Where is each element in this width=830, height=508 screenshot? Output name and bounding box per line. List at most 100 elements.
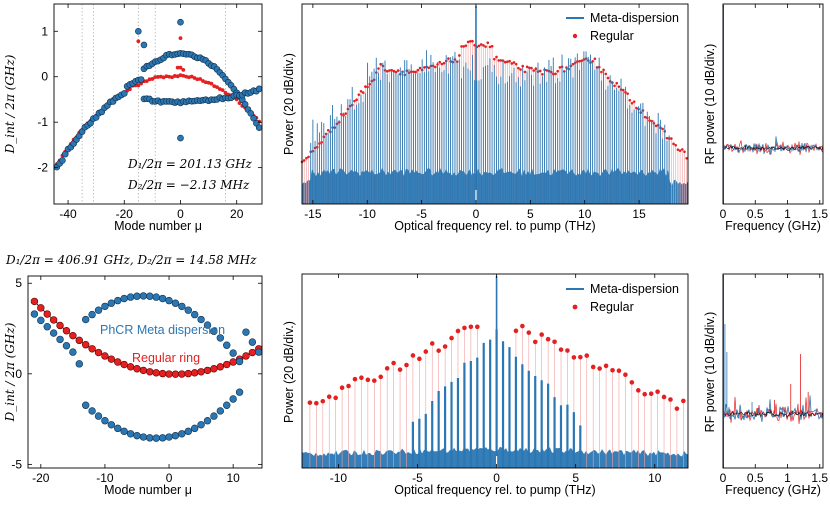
panel-bottom-left-dispersion: -20 -10 0 10 -5 0 5 PhCR Meta dispersion Regul…	[3, 275, 263, 497]
regular-comb-point	[538, 69, 542, 73]
regular-comb-point	[635, 388, 641, 393]
regular-comb-point	[517, 66, 520, 70]
meta-point-lower	[171, 431, 180, 440]
x-axis-label: Optical frequency rel. to pump (THz)	[394, 219, 595, 233]
regular-comb-point	[412, 70, 415, 74]
y-axis-label: Power (20 dB/div.)	[282, 321, 296, 423]
regular-ring-point	[56, 321, 64, 330]
regular-comb-point	[613, 84, 616, 88]
regular-comb-point	[672, 142, 675, 146]
regular-comb-point	[606, 76, 610, 80]
y-tick-label: -5	[11, 457, 22, 471]
regular-ring-point	[133, 365, 141, 373]
y-axis-label: Power (20 dB/div.)	[282, 53, 296, 155]
regular-comb-point	[578, 354, 583, 360]
meta-point-upper	[88, 310, 96, 319]
panel-bottom-right-rf: 0 0.5 1 1.5 Frequency (GHz) RF power (10 dB…	[703, 273, 828, 497]
meta-point-upper	[223, 341, 231, 349]
meta-point-lower	[126, 430, 135, 438]
meta-point-lower	[178, 430, 186, 438]
x-tick-label: -10	[96, 471, 114, 485]
regular-comb-point	[462, 45, 466, 48]
regular-mode-point	[178, 73, 183, 78]
regular-comb-point	[493, 57, 496, 61]
panel-bottom-middle-spectrum: -10 -5 0 5 10 Meta-dispersion Regular Optica…	[282, 273, 689, 497]
regular-outlier-point	[178, 65, 183, 70]
regular-comb-point	[532, 339, 538, 345]
x-tick-label: 10	[226, 471, 240, 485]
regular-ring-point	[114, 358, 122, 366]
regular-mode-point	[150, 77, 155, 81]
x-tick-label: 1.5	[811, 471, 828, 485]
regular-comb-point	[414, 70, 417, 74]
x-tick-label: 5	[572, 471, 579, 485]
regular-comb-point	[661, 394, 667, 400]
regular-comb-point	[655, 389, 660, 395]
regular-comb-point	[541, 73, 544, 76]
meta-point-upper	[158, 294, 167, 303]
regular-mode-point	[167, 74, 172, 79]
axes-frame	[301, 3, 689, 205]
regular-comb-point	[571, 355, 577, 360]
regular-comb-point	[539, 332, 544, 337]
legend-regular-swatch	[572, 33, 578, 39]
meta-point-lower	[81, 401, 90, 409]
tick-layer: -10 -5 0 5 10	[330, 274, 662, 485]
meta-point-lower	[88, 407, 96, 415]
regular-comb-point	[466, 40, 470, 44]
panel-top-right-rf: 0 0.5 1 1.5 Frequency (GHz) RF power (10 dB…	[703, 3, 828, 233]
x-tick-label: 10	[578, 207, 592, 221]
regular-ring-point	[139, 366, 148, 375]
regular-comb-point	[314, 400, 319, 406]
regular-comb-point	[359, 375, 364, 381]
legend-regular-label: Regular	[590, 29, 634, 43]
regular-comb-point	[460, 45, 463, 48]
regular-comb-point	[418, 66, 422, 70]
regular-comb-point	[681, 398, 686, 404]
regular-ring-point	[146, 368, 154, 376]
regular-ring-point	[197, 368, 205, 376]
regular-comb-point	[388, 69, 391, 72]
bottom-row-title: D₁/2π = 406.91 GHz, D₂/2π = 14.58 MHz	[5, 253, 257, 267]
y-axis-label: D_int / 2π (GHz)	[3, 54, 17, 154]
regular-comb-point	[482, 44, 485, 47]
meta-point-upper	[139, 292, 148, 300]
regular-comb-point	[455, 328, 461, 334]
x-tick-label: -5	[416, 207, 427, 221]
regular-comb-point	[449, 335, 454, 341]
meta-point-lower	[223, 401, 231, 409]
meta-outlier-point	[140, 41, 148, 49]
legend: Meta-dispersion Regular	[566, 11, 679, 43]
regular-comb-point	[442, 344, 448, 349]
regular-comb-point	[530, 66, 533, 70]
regular-ring-point	[223, 360, 231, 369]
meta-point-lower	[133, 431, 141, 440]
x-axis-label: Frequency (GHz)	[725, 483, 821, 497]
regular-comb-point	[371, 378, 377, 383]
meta-point-lower	[197, 421, 205, 429]
regular-comb-point	[447, 57, 450, 60]
meta-mode-point	[120, 90, 128, 97]
regular-comb-point	[571, 62, 575, 66]
meta-point-lower	[158, 434, 167, 442]
meta-point-outer	[69, 348, 77, 356]
x-tick-label: -20	[116, 207, 134, 221]
y-tick-label: 1	[41, 24, 48, 38]
regular-comb-point	[584, 353, 590, 358]
regular-comb-point	[508, 59, 511, 63]
tick-layer: -40 -20 0 20 -2 -1 0 1	[37, 4, 262, 221]
regular-comb-point	[352, 376, 358, 382]
axes-frame	[722, 273, 824, 469]
meta-mode-point	[59, 157, 66, 164]
regular-comb-point	[490, 44, 494, 48]
regular-ring-point	[69, 331, 77, 340]
regular-comb-point	[510, 62, 514, 65]
meta-point-lower	[190, 424, 199, 433]
regular-comb-point	[365, 377, 371, 383]
regular-comb-point	[661, 127, 664, 131]
panel-top-left-dispersion: -40 -20 0 20 -2 -1 0 1 D₁/2π = 201.13 GHz D₂/2π…	[3, 3, 263, 233]
regular-ring-point	[229, 358, 237, 366]
x-tick-label: 0	[473, 207, 480, 221]
regular-comb-point	[377, 67, 380, 70]
x-tick-label: 0	[177, 207, 184, 221]
